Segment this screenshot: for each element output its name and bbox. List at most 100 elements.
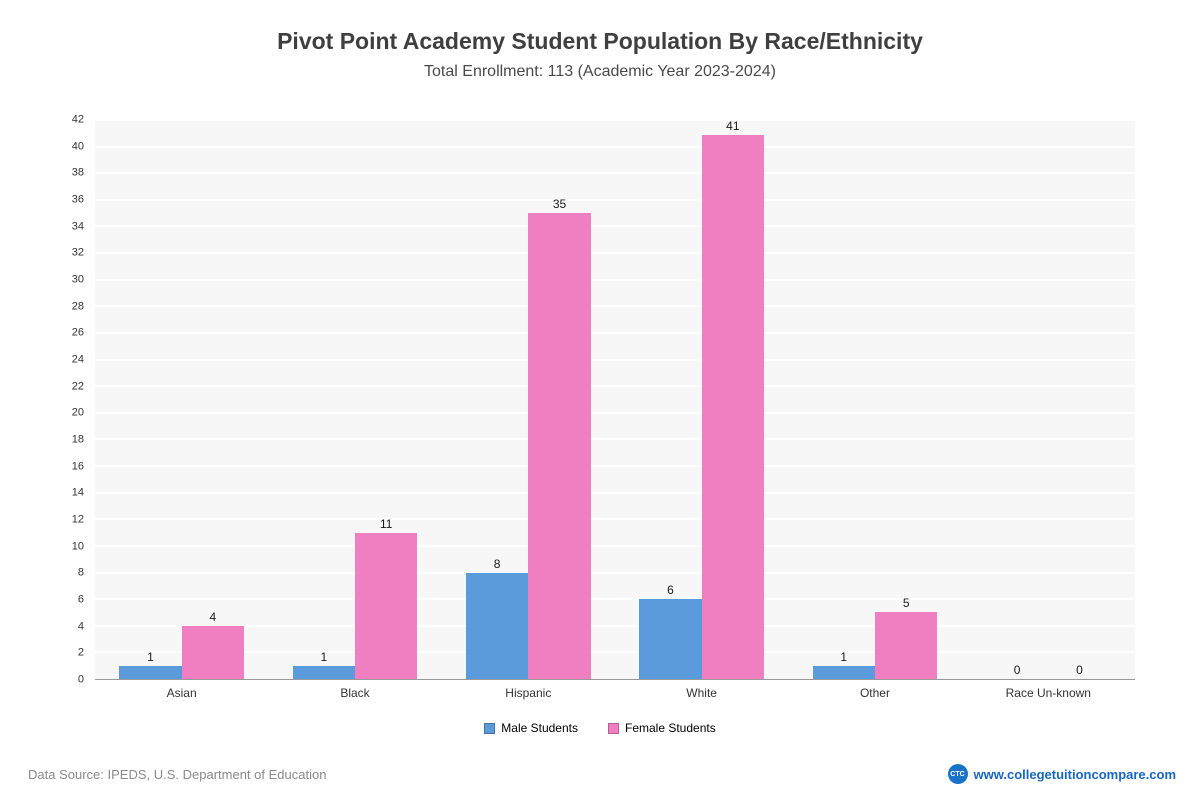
bar-female-students	[528, 213, 591, 679]
bar-column: 1	[292, 120, 355, 679]
y-tick-label: 22	[71, 380, 84, 393]
gridline	[95, 331, 1135, 334]
gridline	[95, 172, 1135, 175]
bar-column: 1	[119, 120, 182, 679]
gridline	[95, 438, 1135, 441]
gridline	[95, 544, 1135, 547]
website-link[interactable]: CTC www.collegetuitioncompare.com	[947, 764, 1177, 784]
gridline	[95, 119, 1135, 121]
bar-value-label: 5	[902, 596, 910, 611]
bar-value-label: 0	[1013, 663, 1021, 677]
gridline	[95, 571, 1135, 574]
bar-column: 0	[1048, 120, 1110, 679]
y-tick-label: 26	[71, 326, 84, 339]
bar-male-students	[119, 665, 182, 679]
y-tick-label: 24	[71, 353, 84, 366]
legend-swatch	[608, 722, 619, 734]
bar-female-students	[874, 612, 938, 679]
bar-value-label: 1	[147, 649, 154, 664]
gridline	[95, 305, 1135, 308]
footer: Data Source: IPEDS, U.S. Department of E…	[28, 764, 1176, 784]
legend-item: Female Students	[608, 721, 716, 735]
gridline	[95, 624, 1135, 627]
y-tick-label: 28	[71, 300, 84, 313]
bar-group: 6 41	[615, 120, 788, 679]
y-tick-label: 8	[77, 566, 84, 579]
bar-male-students	[465, 572, 529, 679]
x-axis-labels: Asian Black Hispanic White Other Race Un-know…	[95, 686, 1135, 700]
gridline	[95, 252, 1135, 255]
bar-male-students	[639, 599, 702, 679]
gridline	[95, 385, 1135, 388]
bar-male-students	[812, 665, 875, 679]
gridline	[95, 411, 1135, 414]
bar-value-label: 1	[840, 649, 848, 664]
y-tick-label: 34	[71, 220, 84, 233]
bar-group: 1 11	[268, 120, 441, 679]
bar-column: 6	[639, 120, 702, 679]
y-tick-label: 14	[71, 486, 84, 499]
y-tick-label: 6	[77, 593, 84, 606]
y-tick-label: 30	[71, 273, 84, 286]
bars-layer: 1 4 1 11 8 35 6 41 1 5 0 0	[95, 120, 1135, 679]
bar-column: 8	[465, 120, 529, 679]
bar-female-students	[701, 135, 765, 679]
y-axis: 0 2 4 6 8 10 12 14 16 18 20 22 24 26 28 30 32 34 36 38 40 42	[52, 114, 90, 685]
bar-column: 41	[701, 119, 765, 679]
x-axis-label: Race Un-known	[1005, 686, 1091, 700]
x-axis-label: White	[686, 686, 717, 700]
bar-male-students	[292, 665, 355, 679]
bar-column: 11	[354, 120, 418, 679]
bar-group: 8 35	[442, 120, 615, 679]
bar-value-label: 1	[320, 649, 328, 664]
y-tick-label: 12	[71, 513, 84, 526]
x-axis-label: Other	[859, 686, 890, 700]
bar-column: 35	[528, 120, 591, 679]
bar-column: 1	[812, 120, 875, 679]
gridline	[95, 358, 1135, 361]
y-tick-label: 20	[71, 406, 84, 419]
gridline	[95, 598, 1135, 601]
bar-value-label: 0	[1076, 663, 1083, 677]
legend-swatch	[484, 722, 496, 734]
y-tick-label: 18	[71, 433, 84, 446]
legend-item: Male Students	[484, 721, 578, 735]
y-tick-label: 0	[77, 673, 84, 686]
y-tick-label: 40	[71, 140, 84, 153]
bar-column: 0	[986, 120, 1048, 679]
bar-value-label: 11	[379, 516, 393, 531]
gridline	[95, 491, 1135, 494]
legend: Male Students Female Students	[0, 721, 1200, 735]
y-tick-label: 36	[71, 193, 84, 206]
gridline	[95, 278, 1135, 281]
y-tick-label: 2	[77, 646, 84, 659]
x-axis-label: Hispanic	[505, 686, 552, 700]
legend-label: Female Students	[625, 721, 716, 735]
ctc-logo-icon: CTC	[947, 764, 968, 784]
bar-value-label: 6	[667, 583, 674, 598]
data-source-text: Data Source: IPEDS, U.S. Department of E…	[28, 766, 327, 782]
gridline	[95, 145, 1135, 148]
legend-label: Male Students	[501, 721, 578, 735]
chart-title: Pivot Point Academy Student Population B…	[277, 28, 923, 54]
website-url: www.collegetuitioncompare.com	[973, 766, 1177, 782]
y-tick-label: 32	[71, 246, 84, 259]
bar-value-label: 41	[726, 119, 740, 133]
bar-value-label: 35	[552, 197, 567, 212]
y-tick-label: 42	[71, 113, 84, 126]
bar-value-label: 4	[209, 609, 217, 624]
plot-area: 1 4 1 11 8 35 6 41 1 5 0 0	[95, 119, 1135, 680]
bar-column: 4	[181, 120, 245, 679]
bar-female-students	[354, 532, 418, 679]
gridline	[95, 518, 1135, 521]
y-tick-label: 16	[71, 460, 84, 473]
bar-female-students	[181, 625, 245, 679]
y-tick-label: 10	[71, 540, 84, 553]
chart-subtitle: Total Enrollment: 113 (Academic Year 202…	[424, 63, 776, 80]
bar-column: 5	[874, 120, 938, 679]
gridline	[95, 465, 1135, 468]
gridline	[95, 225, 1135, 228]
